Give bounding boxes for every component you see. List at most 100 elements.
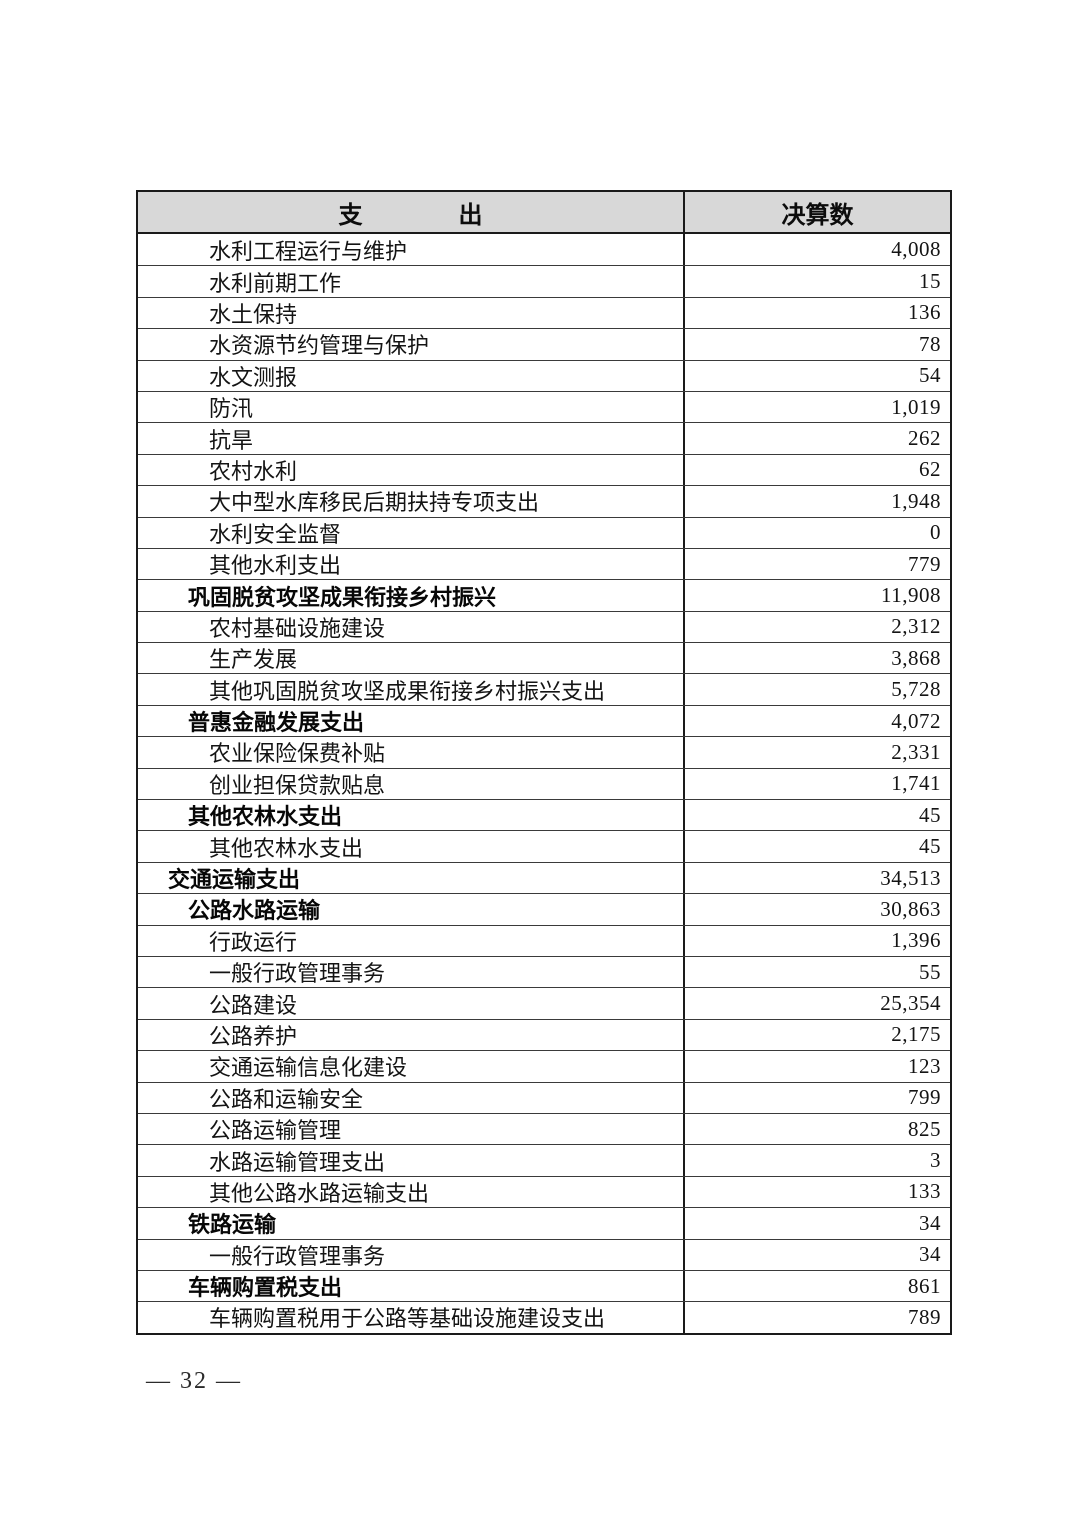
row-label: 其他巩固脱贫攻坚成果衔接乡村振兴支出: [138, 674, 685, 705]
row-value: 133: [908, 1179, 941, 1204]
row-value: 861: [908, 1273, 941, 1298]
table-header-row: 支 出 决算数: [138, 192, 950, 234]
table-row: 其他公路水路运输支出 133: [138, 1175, 950, 1208]
row-value: 3,868: [891, 645, 941, 670]
row-value: 789: [908, 1304, 941, 1329]
row-label: 生产发展: [138, 643, 685, 674]
table-row: 其他巩固脱贫攻坚成果衔接乡村振兴支出 5,728: [138, 673, 950, 705]
row-value: 11,908: [881, 582, 941, 607]
table-row: 农业保险保费补贴 2,331: [138, 736, 950, 768]
row-value: 62: [919, 457, 941, 482]
row-label: 水利工程运行与维护: [138, 234, 685, 266]
row-value: 4,072: [891, 708, 941, 733]
row-label: 一般行政管理事务: [138, 956, 685, 988]
row-label: 大中型水库移民后期扶持专项支出: [138, 486, 685, 517]
row-label: 抗旱: [138, 423, 685, 454]
row-value: 262: [908, 426, 941, 451]
table-row: 水文测报 54: [138, 359, 950, 391]
row-value: 1,948: [891, 488, 941, 513]
table-row: 车辆购置税用于公路等基础设施建设支出 789: [138, 1301, 950, 1333]
row-label: 行政运行: [138, 925, 685, 956]
row-label: 农村水利: [138, 454, 685, 486]
row-label: 农村基础设施建设: [138, 611, 685, 643]
row-value: 136: [908, 300, 941, 325]
table-row: 公路水路运输 30,863: [138, 893, 950, 925]
table-row: 创业担保贷款贴息 1,741: [138, 767, 950, 800]
header-cell-expense: 支 出: [138, 192, 685, 232]
table-row: 其他水利支出 779: [138, 547, 950, 580]
table-row: 交通运输信息化建设 123: [138, 1050, 950, 1082]
row-value: 779: [908, 551, 941, 576]
table-row: 生产发展 3,868: [138, 642, 950, 674]
row-label: 公路运输管理: [138, 1113, 685, 1145]
row-value: 25,354: [880, 991, 941, 1016]
row-value: 799: [908, 1085, 941, 1110]
expenditure-table: 支 出 决算数 水利工程运行与维护 4,008 水利前期工作 15 水土保持 136 水资源…: [136, 190, 952, 1335]
table-row: 大中型水库移民后期扶持专项支出 1,948: [138, 485, 950, 517]
row-label: 一般行政管理事务: [138, 1239, 685, 1270]
row-label: 水土保持: [138, 297, 685, 329]
row-label: 创业担保贷款贴息: [138, 768, 685, 800]
table-row: 公路养护 2,175: [138, 1018, 950, 1051]
row-label: 公路养护: [138, 1019, 685, 1051]
row-value: 2,175: [891, 1022, 941, 1047]
row-value: 2,331: [891, 739, 941, 764]
row-label: 车辆购置税支出: [138, 1270, 685, 1302]
row-value: 34: [919, 1210, 941, 1235]
row-label: 水路运输管理支出: [138, 1145, 685, 1176]
row-value: 45: [919, 834, 941, 859]
row-value: 1,019: [891, 394, 941, 419]
row-value: 30,863: [880, 896, 941, 921]
row-label: 其他公路水路运输支出: [138, 1176, 685, 1208]
row-value: 3: [930, 1148, 941, 1173]
table-row: 车辆购置税支出 861: [138, 1269, 950, 1302]
row-label: 公路水路运输: [138, 894, 685, 925]
table-body: 水利工程运行与维护 4,008 水利前期工作 15 水土保持 136 水资源节约管理与保护 7…: [138, 234, 950, 1333]
row-label: 农业保险保费补贴: [138, 737, 685, 768]
table-row: 其他农林水支出 45: [138, 799, 950, 831]
row-label: 车辆购置税用于公路等基础设施建设支出: [138, 1302, 685, 1333]
table-row: 公路运输管理 825: [138, 1112, 950, 1145]
row-label: 水文测报: [138, 360, 685, 391]
row-label: 其他农林水支出: [138, 800, 685, 831]
row-value: 34,513: [880, 865, 941, 890]
header-cell-final-amount: 决算数: [781, 202, 854, 229]
table-row: 普惠金融发展支出 4,072: [138, 704, 950, 737]
table-row: 水路运输管理支出 3: [138, 1144, 950, 1176]
row-value: 825: [908, 1116, 941, 1141]
page-number: — 32 —: [146, 1368, 242, 1394]
table-row: 农村水利 62: [138, 453, 950, 486]
table-row: 抗旱 262: [138, 422, 950, 454]
table-row: 水土保持 136: [138, 296, 950, 329]
table-row: 行政运行 1,396: [138, 924, 950, 956]
row-value: 15: [919, 269, 941, 294]
row-value: 5,728: [891, 677, 941, 702]
row-value: 0: [930, 520, 941, 545]
row-label: 水资源节约管理与保护: [138, 329, 685, 360]
row-label: 铁路运输: [138, 1208, 685, 1239]
row-label: 公路和运输安全: [138, 1082, 685, 1113]
row-label: 其他农林水支出: [138, 831, 685, 862]
table-row: 一般行政管理事务 55: [138, 955, 950, 988]
table-row: 巩固脱贫攻坚成果衔接乡村振兴 11,908: [138, 579, 950, 611]
table-row: 铁路运输 34: [138, 1207, 950, 1239]
table-row: 一般行政管理事务 34: [138, 1238, 950, 1270]
table-row: 水利工程运行与维护 4,008: [138, 234, 950, 266]
table-row: 水利前期工作 15: [138, 265, 950, 297]
row-label: 公路建设: [138, 988, 685, 1019]
table-row: 公路和运输安全 799: [138, 1081, 950, 1113]
row-value: 1,396: [891, 928, 941, 953]
row-label: 交通运输信息化建设: [138, 1051, 685, 1082]
table-row: 防汛 1,019: [138, 390, 950, 423]
row-label: 巩固脱贫攻坚成果衔接乡村振兴: [138, 580, 685, 611]
table-row: 交通运输支出 34,513: [138, 861, 950, 894]
row-value: 4,008: [891, 237, 941, 262]
row-value: 34: [919, 1242, 941, 1267]
row-label: 其他水利支出: [138, 548, 685, 580]
row-value: 2,312: [891, 614, 941, 639]
table-row: 公路建设 25,354: [138, 987, 950, 1019]
table-row: 农村基础设施建设 2,312: [138, 610, 950, 643]
row-value: 1,741: [891, 771, 941, 796]
row-value: 55: [919, 959, 941, 984]
